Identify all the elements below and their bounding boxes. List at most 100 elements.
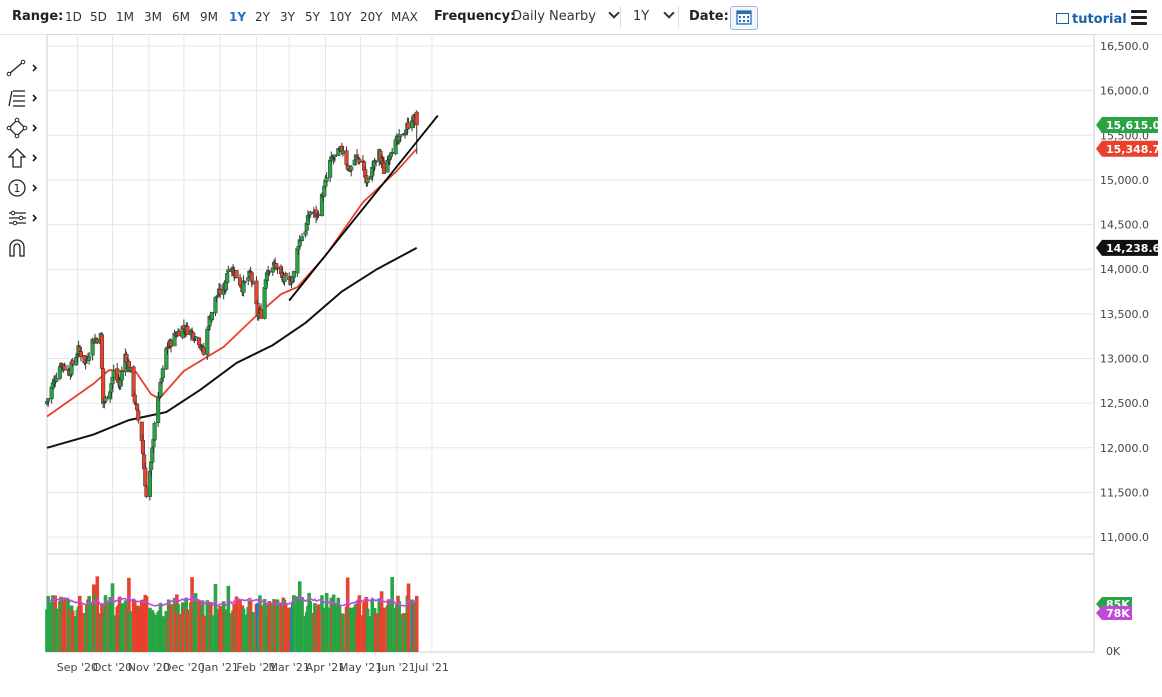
range-1m[interactable]: 1M [116,10,134,24]
hamburger-menu-icon[interactable] [1131,10,1147,28]
range-3m[interactable]: 3M [144,10,162,24]
volume-bar [398,614,403,652]
indicator-tool-icon [9,210,38,226]
candle-body [172,332,177,347]
candle-body [270,267,275,273]
volume-bar [185,609,190,652]
candle-body [246,277,251,281]
shape-tool-button[interactable] [4,116,40,140]
candle-body [102,401,107,404]
candle-body [356,157,361,160]
volume-tag-bg [1096,606,1132,620]
price-chart[interactable]: 16,500.016,000.015,500.015,000.014,500.0… [0,34,1162,697]
volume-bar [54,608,59,652]
candle-body [406,122,411,129]
x-tick-label: Dec '20 [163,661,205,674]
range-6m[interactable]: 6M [172,10,190,24]
volume-bar [103,595,108,652]
range-20y[interactable]: 20Y [360,10,383,24]
candle-body [132,394,137,403]
shape-tool-icon [6,117,38,139]
candle-body [140,440,145,455]
volume-bar [365,608,370,652]
candle-body [192,339,197,342]
candle-body [77,346,82,352]
x-tick-label: Oct '20 [93,661,133,674]
candle-body [191,332,196,340]
candle-body [262,287,267,319]
candle-body [297,239,302,247]
volume-bar [292,595,296,652]
candle-body [402,133,408,136]
volume-bar [201,615,206,652]
fib-tool-button[interactable] [4,86,40,110]
volume-bar [373,613,378,652]
candle-body [386,159,391,162]
candle-body [101,368,106,404]
volume-bar [283,604,288,652]
candle-body [331,158,336,160]
volume-panel: 0K [45,576,1121,658]
tutorial-link[interactable]: tutorial [1056,12,1127,27]
range-9m[interactable]: 9M [200,10,218,24]
chart-toolbar: Range: 1D 5D 1M 3M 6M 9M 1Y 2Y 3Y 5Y 10Y… [0,0,1162,35]
toolbar-divider [678,6,679,28]
last-price-tag: 15,615.0 [1106,119,1161,132]
range-10y[interactable]: 10Y [329,10,352,24]
period-select[interactable]: 1Y [633,7,676,24]
line-tool-button[interactable] [4,56,40,80]
volume-bar [267,601,272,652]
x-tick-label: Jul '21 [414,661,449,674]
annotation-tool-icon: 1 [8,179,38,197]
range-1y[interactable]: 1Y [229,10,247,24]
volume-bar [251,612,255,652]
volume-bar [308,601,313,652]
candle-body [241,280,246,293]
candle-body [314,209,319,218]
range-5y[interactable]: 5Y [305,10,320,24]
range-max[interactable]: MAX [391,10,418,24]
range-2y[interactable]: 2Y [255,10,270,24]
volume-bar [242,614,247,652]
candle-body [218,289,223,295]
frequency-select[interactable]: Daily Nearby [512,7,620,24]
magnet-icon [9,239,25,257]
volume-tag: 78K [1106,607,1130,620]
candle-body [177,331,182,337]
candle-body [225,273,230,283]
range-1d[interactable]: 1D [65,10,82,24]
x-tick-label: Apr '21 [306,661,346,674]
candle-body [150,447,155,463]
volume-bar [349,607,353,652]
arrow-tool-icon [7,148,38,168]
annotation-tool-button[interactable]: 1 [4,176,40,200]
chart-grid [46,34,1095,653]
y-tick-label: 14,500.0 [1100,219,1149,232]
candle-body [193,336,198,339]
candle-body [205,329,210,355]
volume-bar [62,597,67,652]
candle-body [143,467,148,487]
calendar-icon[interactable] [730,6,758,30]
chevron-down-icon [663,7,676,19]
candle-body [414,111,419,126]
volume-bar [136,605,141,652]
candle-body [111,370,116,378]
magnet-tool-button[interactable] [4,236,40,260]
indicator-tool-button[interactable] [4,206,40,230]
volume-bar [226,585,231,652]
candle-body [308,211,313,216]
candle-body [390,151,395,154]
chart-frame [46,34,1095,653]
candle-body [136,410,141,421]
candle-body [226,269,231,272]
range-5d[interactable]: 5D [90,10,107,24]
arrow-tool-button[interactable] [4,146,40,170]
line-tool-icon [6,59,38,77]
range-3y[interactable]: 3Y [280,10,295,24]
candle-body [381,162,387,174]
candle-body [372,159,377,167]
volume-avg-line [46,592,418,608]
candle-body [349,166,354,171]
